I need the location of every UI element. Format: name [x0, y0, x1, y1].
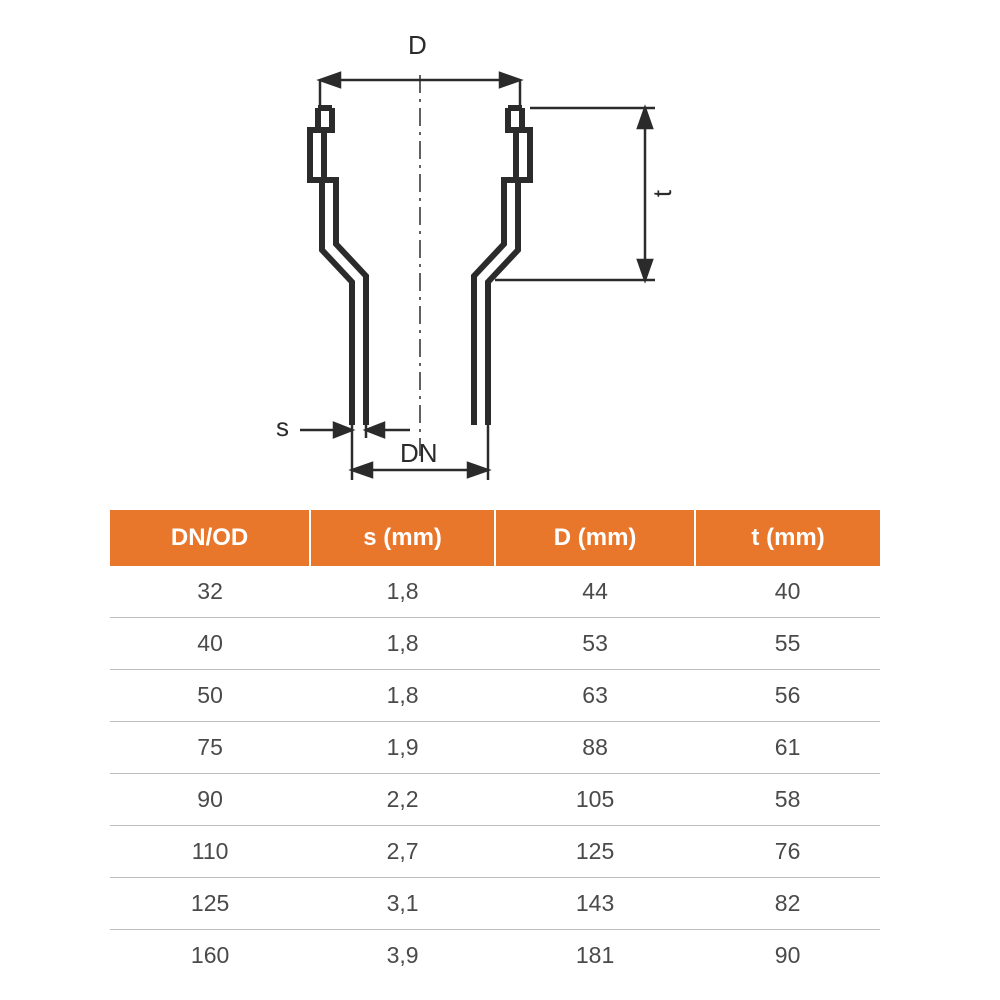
label-d: D — [408, 30, 427, 61]
table-cell: 90 — [695, 930, 880, 982]
table-cell: 75 — [110, 722, 310, 774]
table-cell: 125 — [110, 878, 310, 930]
diagram-svg — [100, 30, 900, 490]
table-cell: 40 — [110, 618, 310, 670]
table-cell: 105 — [495, 774, 695, 826]
table-cell: 125 — [495, 826, 695, 878]
table-cell: 58 — [695, 774, 880, 826]
table-cell: 1,9 — [310, 722, 495, 774]
table-cell: 63 — [495, 670, 695, 722]
table-cell: 1,8 — [310, 618, 495, 670]
pipe-diagram: D t s DN — [100, 30, 900, 490]
table-cell: 53 — [495, 618, 695, 670]
table-cell: 44 — [495, 566, 695, 618]
table-row: 751,98861 — [110, 722, 880, 774]
table-cell: 2,2 — [310, 774, 495, 826]
col-header: DN/OD — [110, 510, 310, 566]
table-row: 321,84440 — [110, 566, 880, 618]
label-s: s — [276, 412, 289, 443]
col-header: t (mm) — [695, 510, 880, 566]
col-header: s (mm) — [310, 510, 495, 566]
table-cell: 50 — [110, 670, 310, 722]
table-cell: 61 — [695, 722, 880, 774]
table-cell: 2,7 — [310, 826, 495, 878]
table-cell: 55 — [695, 618, 880, 670]
spec-table: DN/OD s (mm) D (mm) t (mm) 321,84440401,… — [110, 510, 880, 981]
table-cell: 110 — [110, 826, 310, 878]
table-cell: 90 — [110, 774, 310, 826]
table-cell: 76 — [695, 826, 880, 878]
label-t: t — [647, 190, 678, 197]
spec-table-container: DN/OD s (mm) D (mm) t (mm) 321,84440401,… — [110, 510, 880, 981]
table-row: 1603,918190 — [110, 930, 880, 982]
table-cell: 181 — [495, 930, 695, 982]
table-row: 1102,712576 — [110, 826, 880, 878]
table-cell: 40 — [695, 566, 880, 618]
table-row: 401,85355 — [110, 618, 880, 670]
table-cell: 143 — [495, 878, 695, 930]
table-cell: 32 — [110, 566, 310, 618]
table-cell: 1,8 — [310, 566, 495, 618]
table-cell: 88 — [495, 722, 695, 774]
table-cell: 3,9 — [310, 930, 495, 982]
table-cell: 1,8 — [310, 670, 495, 722]
table-row: 501,86356 — [110, 670, 880, 722]
table-row: 902,210558 — [110, 774, 880, 826]
table-cell: 82 — [695, 878, 880, 930]
table-row: 1253,114382 — [110, 878, 880, 930]
col-header: D (mm) — [495, 510, 695, 566]
table-header-row: DN/OD s (mm) D (mm) t (mm) — [110, 510, 880, 566]
table-cell: 56 — [695, 670, 880, 722]
table-cell: 160 — [110, 930, 310, 982]
label-dn: DN — [400, 438, 438, 469]
table-cell: 3,1 — [310, 878, 495, 930]
